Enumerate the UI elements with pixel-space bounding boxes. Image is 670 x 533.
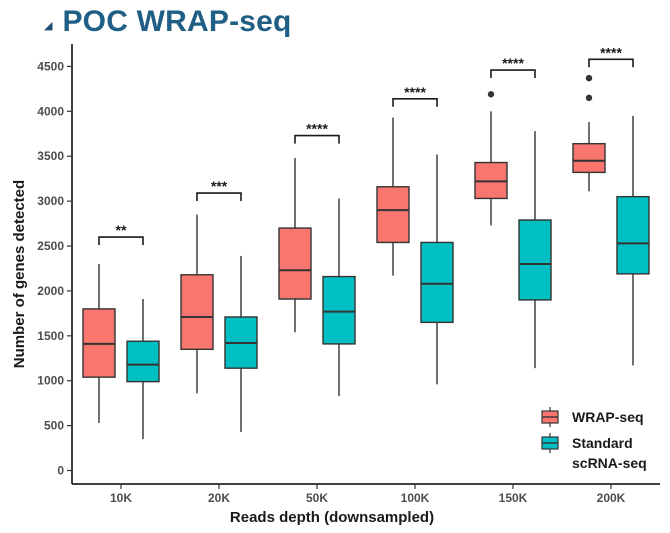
y-tick-label: 1000 — [37, 374, 64, 388]
iqr-box — [420, 241, 454, 324]
x-axis-title: Reads depth (downsampled) — [230, 509, 434, 526]
box-standard-150K — [518, 131, 552, 369]
y-tick-label: 3000 — [37, 194, 64, 208]
page-title-block: ◢ POC WRAP-seq — [44, 2, 292, 42]
iqr-box — [376, 186, 410, 244]
box-wrap-seq-10K — [82, 264, 116, 423]
legend-key-standard — [541, 433, 559, 453]
y-tick-label: 500 — [44, 419, 64, 433]
y-tick-label: 4000 — [37, 104, 64, 118]
box-standard-20K — [224, 255, 258, 432]
legend-key-wrap-seq — [541, 407, 559, 427]
outlier-point — [487, 91, 495, 98]
iqr-box — [322, 275, 356, 345]
box-standard-100K — [420, 154, 454, 385]
y-tick-label: 1500 — [37, 329, 64, 343]
outlier-point — [585, 94, 593, 102]
y-tick-label: 3500 — [37, 149, 64, 163]
y-tick-label: 4500 — [37, 59, 64, 73]
iqr-box — [180, 274, 214, 351]
significance-label: **** — [502, 55, 524, 71]
box-standard-50K — [322, 198, 356, 396]
significance-label: *** — [211, 178, 228, 194]
iqr-box — [518, 219, 552, 301]
iqr-box — [616, 195, 650, 275]
significance-label: **** — [306, 121, 328, 137]
legend-label-standard: Standard scRNA-seq — [572, 435, 647, 471]
y-tick-label: 2000 — [37, 284, 64, 298]
significance-label: **** — [404, 84, 426, 100]
x-tick-label: 100K — [401, 491, 430, 505]
significance-bracket-150K: **** — [490, 55, 536, 79]
legend-label-wrap-seq: WRAP-seq — [572, 409, 644, 425]
triangle-bullet-icon: ◢ — [44, 18, 53, 32]
box-wrap-seq-50K — [278, 158, 312, 333]
legend: WRAP-seq Standard scRNA-seq — [541, 407, 647, 471]
x-tick-label: 150K — [499, 491, 528, 505]
box-standard-200K — [616, 115, 650, 366]
y-tick-label: 0 — [57, 464, 64, 478]
y-tick-label: 2500 — [37, 239, 64, 253]
iqr-box — [278, 227, 312, 300]
iqr-box — [126, 340, 160, 383]
x-tick-label: 10K — [110, 491, 132, 505]
box-wrap-seq-150K — [474, 91, 508, 226]
significance-bracket-100K: **** — [392, 84, 438, 107]
box-wrap-seq-20K — [180, 214, 214, 394]
bracket-line — [588, 58, 634, 68]
significance-label: ** — [116, 222, 127, 238]
significance-bracket-50K: **** — [294, 121, 340, 144]
bracket-line — [294, 134, 340, 144]
x-tick-label: 20K — [208, 491, 230, 505]
box-wrap-seq-100K — [376, 117, 410, 276]
significance-bracket-20K: *** — [196, 178, 242, 202]
bracket-line — [490, 69, 536, 79]
page-title: POC WRAP-seq — [62, 5, 292, 38]
bracket-line — [196, 192, 242, 202]
x-tick-label: 50K — [306, 491, 328, 505]
significance-bracket-200K: **** — [588, 44, 634, 68]
x-tick-label: 200K — [597, 491, 626, 505]
iqr-box — [572, 142, 606, 174]
y-axis-title: Number of genes detected — [11, 180, 28, 368]
outlier-point — [585, 74, 593, 82]
bracket-line — [98, 236, 144, 246]
bracket-line — [392, 97, 438, 107]
significance-label: **** — [600, 44, 622, 60]
significance-bracket-10K: ** — [98, 222, 144, 246]
box-standard-10K — [126, 299, 160, 440]
box-wrap-seq-200K — [572, 74, 606, 192]
